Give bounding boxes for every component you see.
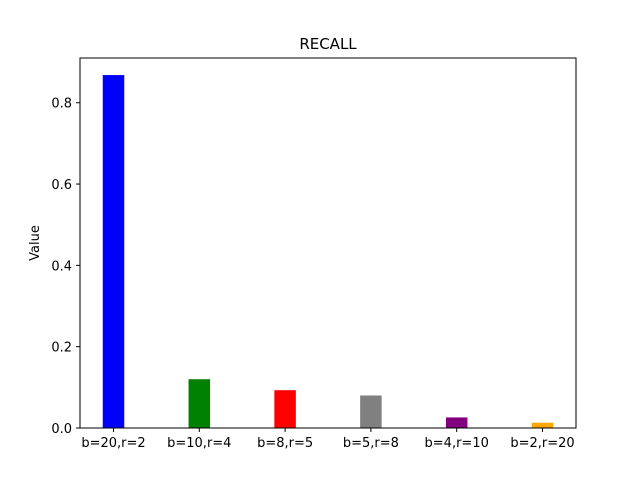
y-tick-label: 0.2 — [51, 341, 72, 356]
y-tick-label: 0.6 — [51, 178, 72, 193]
y-tick-label: 0.8 — [51, 97, 72, 112]
x-tick-label: b=5,r=8 — [343, 436, 399, 451]
bar — [445, 417, 468, 428]
bar — [102, 75, 125, 429]
y-tick-label: 0.4 — [51, 259, 72, 274]
x-tick-label: b=8,r=5 — [257, 436, 313, 451]
bar — [188, 379, 211, 428]
x-tick-label: b=2,r=20 — [510, 436, 574, 451]
bar — [531, 422, 554, 428]
x-axis-ticks: b=20,r=2 b=10,r=4 b=8,r=5 b=5,r=8 b=4,r=10 b=… — [81, 428, 575, 451]
x-tick-label: b=4,r=10 — [425, 436, 489, 451]
bar — [274, 390, 296, 428]
bar-series — [102, 75, 554, 429]
chart-title: RECALL — [299, 35, 357, 53]
x-tick-label: b=10,r=4 — [167, 436, 231, 451]
plot-frame — [79, 57, 577, 429]
y-axis-ticks: 0.0 0.2 0.4 0.6 0.8 — [51, 97, 80, 437]
y-tick-label: 0.0 — [51, 422, 72, 437]
bar — [360, 395, 382, 428]
y-axis-label: Value — [28, 225, 43, 261]
x-tick-label: b=20,r=2 — [81, 436, 145, 451]
